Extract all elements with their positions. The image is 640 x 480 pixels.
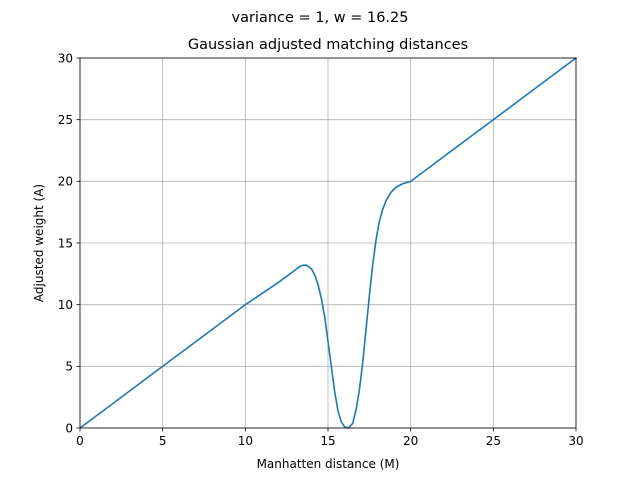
x-tick-label: 15	[320, 434, 335, 448]
x-tick-label: 10	[238, 434, 253, 448]
y-tick-label: 10	[58, 298, 73, 312]
series-layer	[78, 56, 578, 430]
x-tick-label: 5	[159, 434, 167, 448]
x-tick-label: 0	[76, 434, 84, 448]
y-tick-label: 15	[58, 236, 73, 250]
x-tick-label: 25	[486, 434, 501, 448]
series-line	[78, 56, 578, 430]
x-axis-label: Manhatten distance (M)	[257, 457, 400, 471]
x-tick-label: 20	[403, 434, 418, 448]
chart-title: Gaussian adjusted matching distances	[188, 37, 468, 53]
y-tick-label: 25	[58, 113, 73, 127]
x-tick-label: 30	[568, 434, 583, 448]
y-tick-label: 5	[65, 360, 73, 374]
y-tick-label: 20	[58, 175, 73, 189]
y-tick-label: 30	[58, 51, 73, 65]
ticks-layer: 0 5 10 15 20 25 30 0 5 10 15 20 25 30	[58, 51, 584, 448]
y-axis-label: Adjusted weight (A)	[32, 184, 46, 302]
y-tick-label: 0	[65, 421, 73, 435]
figure-suptitle: variance = 1, w = 16.25	[232, 10, 409, 26]
plot-frame	[79, 57, 577, 429]
